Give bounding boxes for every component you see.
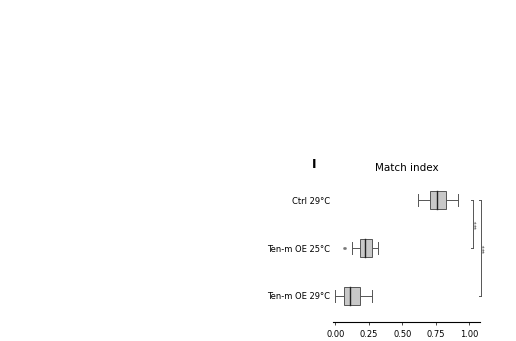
Bar [344, 287, 360, 305]
Text: I: I [312, 158, 317, 170]
Bar [360, 239, 372, 257]
Bar [430, 191, 446, 209]
Text: ***: *** [482, 243, 487, 253]
Title: Match index: Match index [375, 163, 438, 173]
Text: ***: *** [474, 220, 479, 229]
